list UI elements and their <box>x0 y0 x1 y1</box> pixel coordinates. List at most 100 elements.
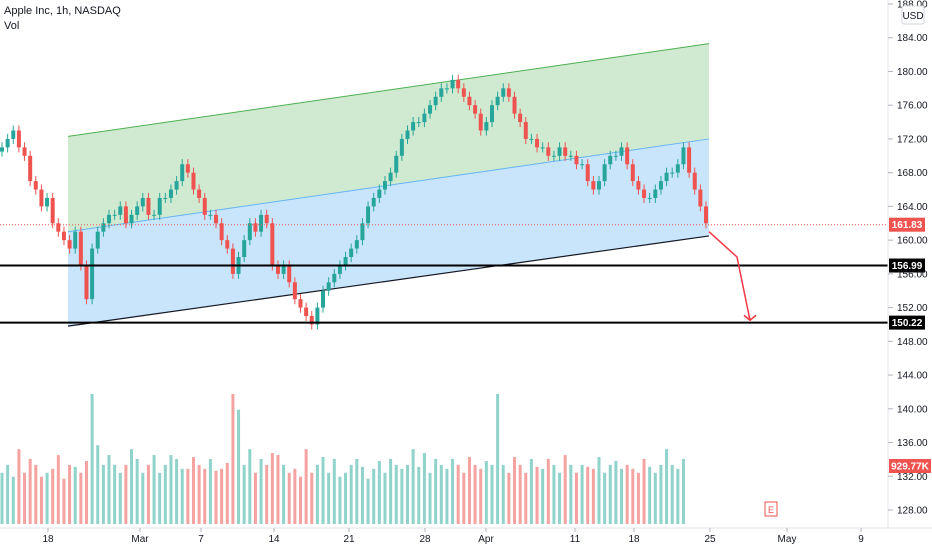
candle-body <box>529 138 534 140</box>
volume-bar <box>0 472 4 524</box>
candle-body <box>208 214 213 216</box>
candle-body <box>411 122 416 131</box>
candle-body <box>428 105 433 114</box>
candle-body <box>22 147 27 156</box>
earnings-event-marker[interactable] <box>764 501 778 517</box>
volume-bar <box>445 468 449 524</box>
volume-bar <box>541 468 545 524</box>
channel-upper-line <box>67 43 710 137</box>
candle-body <box>563 147 568 156</box>
volume-bar <box>28 459 32 524</box>
candle-body <box>180 164 185 182</box>
price-tick-label: 132.00 <box>897 472 928 483</box>
volume-bar <box>625 464 629 524</box>
time-tick-label: May <box>778 534 797 545</box>
chart-symbol-title: Apple Inc, 1h, NASDAQ <box>4 5 121 17</box>
candle-body <box>123 206 128 224</box>
candle-body <box>343 257 348 266</box>
candle-body <box>608 155 613 165</box>
candle-body <box>433 96 438 106</box>
candle-body <box>129 214 134 224</box>
candle-body <box>512 96 517 114</box>
candle-body <box>281 265 286 274</box>
currency-badge[interactable] <box>901 5 925 25</box>
volume-bar <box>197 464 201 524</box>
volume-bar <box>535 466 539 524</box>
last-price-label: 161.83 <box>892 220 923 231</box>
volume-bar <box>670 464 674 524</box>
volume-bar <box>253 472 257 524</box>
candle-body <box>309 316 314 325</box>
candle-body <box>444 88 449 90</box>
candle-body <box>112 214 117 216</box>
volume-bar <box>158 472 162 524</box>
candle-body <box>478 113 483 131</box>
candle-body <box>574 155 579 165</box>
candle-body <box>78 231 83 266</box>
candle-body <box>219 223 224 241</box>
candle-body <box>489 105 494 123</box>
candle-body <box>670 172 675 174</box>
candle-body <box>506 88 511 97</box>
volume-bar <box>344 472 348 524</box>
volume-bar <box>563 455 567 524</box>
price-tick-label: 176.00 <box>897 101 928 112</box>
candle-body <box>225 240 230 249</box>
volume-bar <box>411 449 415 524</box>
level-price-label: 150.22 <box>892 318 923 329</box>
volume-value-badge <box>889 459 931 473</box>
volume-bar <box>439 464 443 524</box>
candle-body <box>557 147 562 156</box>
volume-bar <box>118 472 122 524</box>
volume-bar <box>327 472 331 524</box>
volume-bar <box>259 459 263 524</box>
volume-bar <box>287 472 291 524</box>
volume-bar <box>180 468 184 524</box>
volume-bar <box>214 470 218 524</box>
volume-bar <box>501 464 505 524</box>
volume-bar <box>34 464 38 524</box>
candle-body <box>174 181 179 190</box>
volume-bar <box>175 459 179 524</box>
candle-body <box>247 223 252 241</box>
candle-body <box>242 240 247 257</box>
volume-bar <box>394 464 398 524</box>
volume-bar <box>186 468 190 524</box>
volume-bar <box>389 459 393 524</box>
volume-bar <box>6 464 10 524</box>
candle-body <box>394 155 399 173</box>
candle-body <box>332 273 337 283</box>
volume-bar <box>603 472 607 524</box>
candle-body <box>349 248 354 257</box>
candle-body <box>321 290 326 308</box>
candle-body <box>56 223 61 232</box>
candle-body <box>585 164 590 182</box>
channel-drawing <box>67 43 710 327</box>
volume-bar <box>574 472 578 524</box>
candles <box>0 74 708 330</box>
candle-body <box>473 105 478 114</box>
volume-bar <box>315 464 319 524</box>
candle-body <box>360 223 365 241</box>
candle-body <box>551 155 556 157</box>
volume-bar <box>552 464 556 524</box>
candle-body <box>501 88 506 97</box>
volume-bar <box>417 466 421 524</box>
candle-body <box>5 138 10 148</box>
price-tick-label: 152.00 <box>897 303 928 314</box>
candle-body <box>287 265 292 283</box>
last-price-badge <box>889 217 925 232</box>
time-tick-label: 28 <box>419 534 431 545</box>
volume-bar <box>51 468 55 524</box>
price-tick-label: 184.00 <box>897 33 928 44</box>
volume-bar <box>529 459 533 524</box>
price-tick-label: 164.00 <box>897 202 928 213</box>
candle-body <box>107 214 112 224</box>
volume-bar <box>569 464 573 524</box>
level-price-badge <box>889 258 925 273</box>
volume-bar <box>130 449 134 524</box>
candle-body <box>546 147 551 156</box>
volume-bar <box>642 459 646 524</box>
candle-body <box>135 206 140 215</box>
